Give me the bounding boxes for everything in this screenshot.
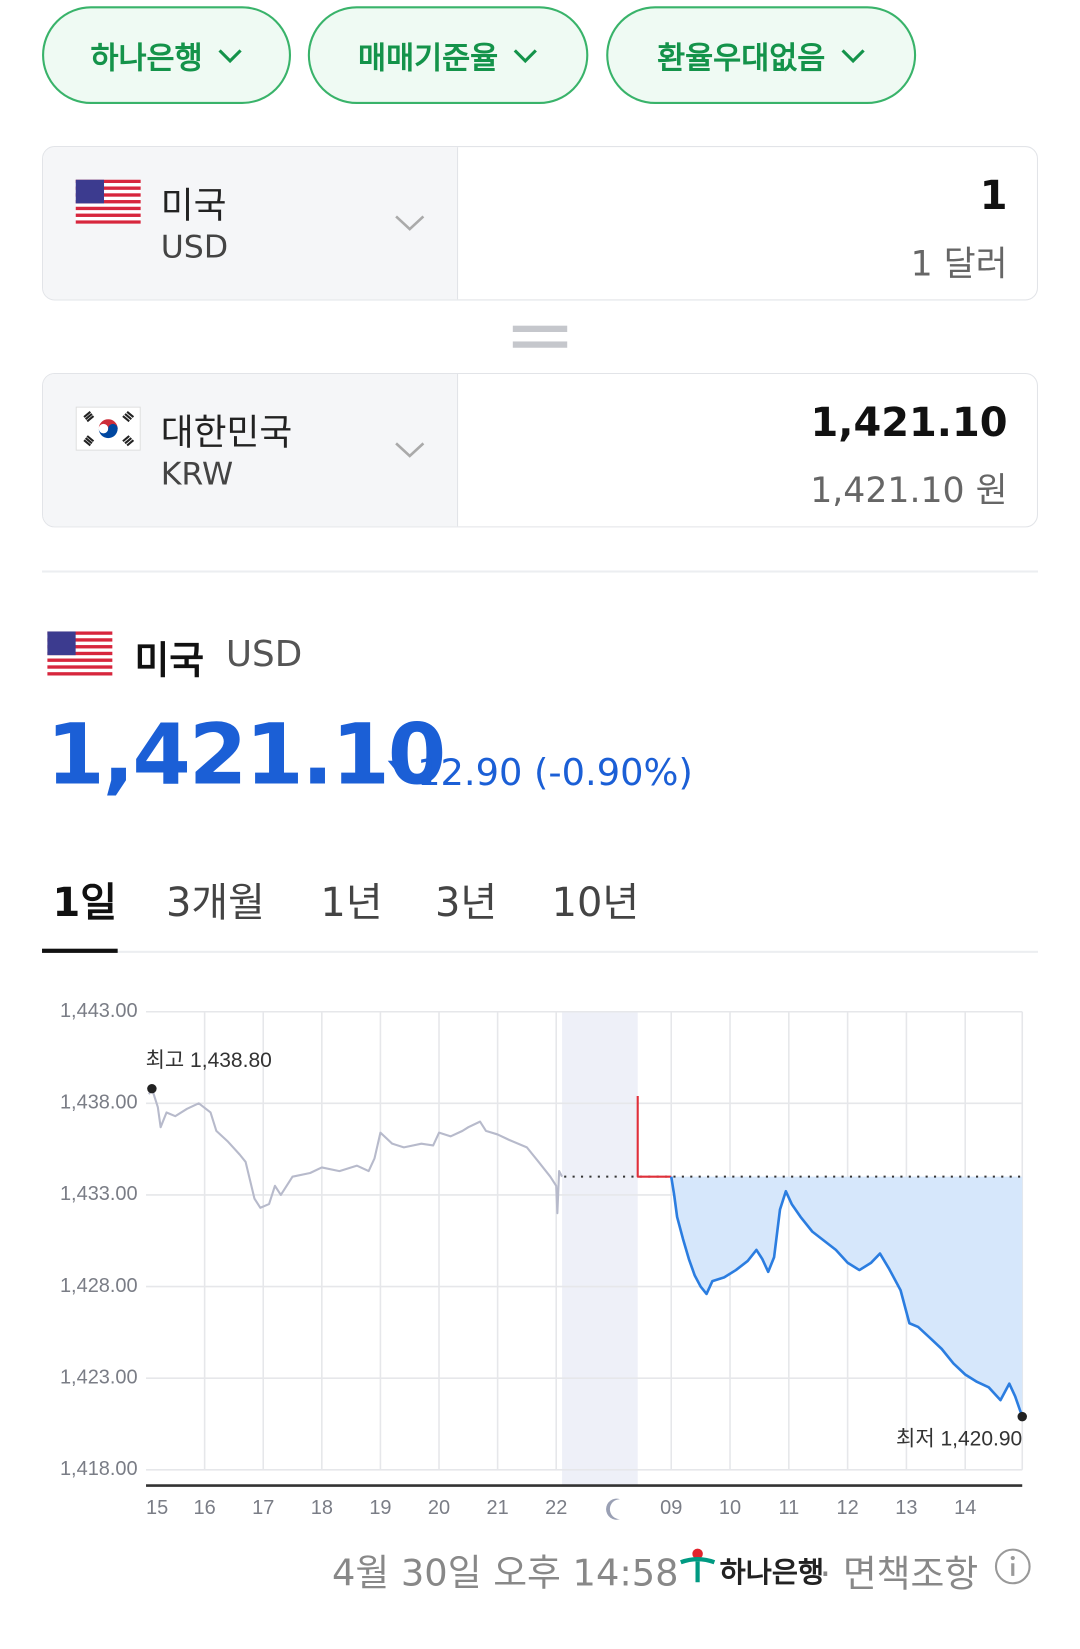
x-tick-label: 14: [954, 1497, 976, 1519]
rate-type-filter[interactable]: 매매기준율: [307, 6, 589, 105]
x-tick-label: 12: [837, 1497, 859, 1519]
currency-code: KRW: [160, 455, 234, 493]
y-tick-label: 1,423.00: [60, 1366, 138, 1388]
rate-change: 12.90 (-0.90%): [417, 752, 693, 795]
x-tick-label: 13: [895, 1497, 917, 1519]
filter-label: 하나은행: [90, 39, 203, 76]
y-tick-label: 1,438.00: [60, 1092, 138, 1114]
y-tick-label: 1,418.00: [60, 1458, 138, 1480]
filter-label: 매매기준율: [358, 39, 499, 76]
country-name: 미국: [134, 639, 205, 683]
x-tick-label: 09: [660, 1497, 682, 1519]
x-tick-label: 19: [369, 1497, 391, 1519]
currency-selector[interactable]: 대한민국 KRW: [43, 374, 459, 527]
period-tab[interactable]: 10년: [551, 879, 640, 926]
bank-filter[interactable]: 하나은행: [42, 6, 292, 105]
annotation: 최고 1,438.80: [146, 1049, 272, 1072]
disclaimer-link[interactable]: · 면책조항: [819, 1553, 979, 1596]
amount: 1,421.10: [810, 399, 1008, 446]
y-tick-label: 1,428.00: [60, 1275, 138, 1297]
extreme-dot: [1017, 1411, 1027, 1422]
area: [671, 1176, 1023, 1417]
line: [669, 1176, 1024, 1418]
chevron: [395, 215, 425, 231]
divider: [42, 570, 1038, 573]
currency-code: USD: [225, 633, 303, 676]
line: [148, 1087, 563, 1215]
chevron: [840, 48, 865, 63]
x-tick-label: 15: [146, 1497, 168, 1519]
active-tab-indicator: [42, 948, 118, 953]
kr-flag: [75, 406, 141, 451]
x-tick-label: 21: [487, 1497, 509, 1519]
current-rate: 1,421.10: [46, 706, 446, 804]
tab-divider: [42, 950, 1038, 953]
x-tick-label: 20: [428, 1497, 450, 1519]
country-name: 미국: [160, 184, 227, 227]
currency-code: USD: [160, 229, 229, 266]
bank-logo: [680, 1548, 716, 1583]
down-triangle: [387, 760, 407, 773]
amount: 1: [979, 172, 1008, 219]
country-name: 대한민국: [160, 411, 293, 454]
period-tab[interactable]: 1년: [320, 879, 383, 926]
filter-label: 환율우대없음: [657, 39, 826, 76]
line: [636, 1095, 672, 1178]
chevron: [218, 48, 242, 63]
amount-text: 1 달러: [910, 242, 1008, 284]
amount-text: 1,421.10 원: [810, 469, 1008, 511]
x-tick-label: 16: [194, 1497, 216, 1519]
x-tick-label: 10: [719, 1497, 741, 1519]
x-tick-label: 18: [311, 1497, 333, 1519]
us-flag: [47, 631, 113, 676]
extreme-dot: [147, 1083, 157, 1094]
bank-name: 하나은행: [719, 1556, 825, 1590]
y-tick-label: 1,443.00: [60, 1000, 138, 1022]
info-icon[interactable]: [994, 1548, 1032, 1586]
chevron: [395, 442, 425, 458]
period-tab[interactable]: 3개월: [165, 879, 265, 926]
equals-icon: [512, 325, 568, 348]
chevron: [513, 48, 538, 63]
night-shade: [562, 1011, 638, 1486]
x-tick-label: 17: [252, 1497, 274, 1519]
x-tick-label: 22: [545, 1497, 567, 1519]
us-flag: [75, 179, 141, 224]
y-tick-label: 1,433.00: [60, 1183, 138, 1205]
x-tick-label: 11: [778, 1497, 799, 1519]
from-currency-box[interactable]: 미국 USD 1 1 달러: [42, 146, 1038, 301]
period-tab[interactable]: 1일: [52, 879, 118, 926]
annotation: 최저 1,420.90: [896, 1427, 1022, 1450]
discount-filter[interactable]: 환율우대없음: [606, 6, 917, 105]
rate-chart: 1,418.00 1,423.00 1,428.00 1,433.00 1,438.00…: [60, 1000, 1027, 1520]
timestamp: 4월 30일 오후 14:58: [331, 1552, 679, 1595]
moon-icon: [606, 1498, 620, 1520]
currency-selector[interactable]: 미국 USD: [43, 147, 459, 300]
to-currency-box[interactable]: 대한민국 KRW 1,421.10 1,421.10 원: [42, 372, 1038, 528]
period-tab[interactable]: 3년: [434, 879, 498, 926]
